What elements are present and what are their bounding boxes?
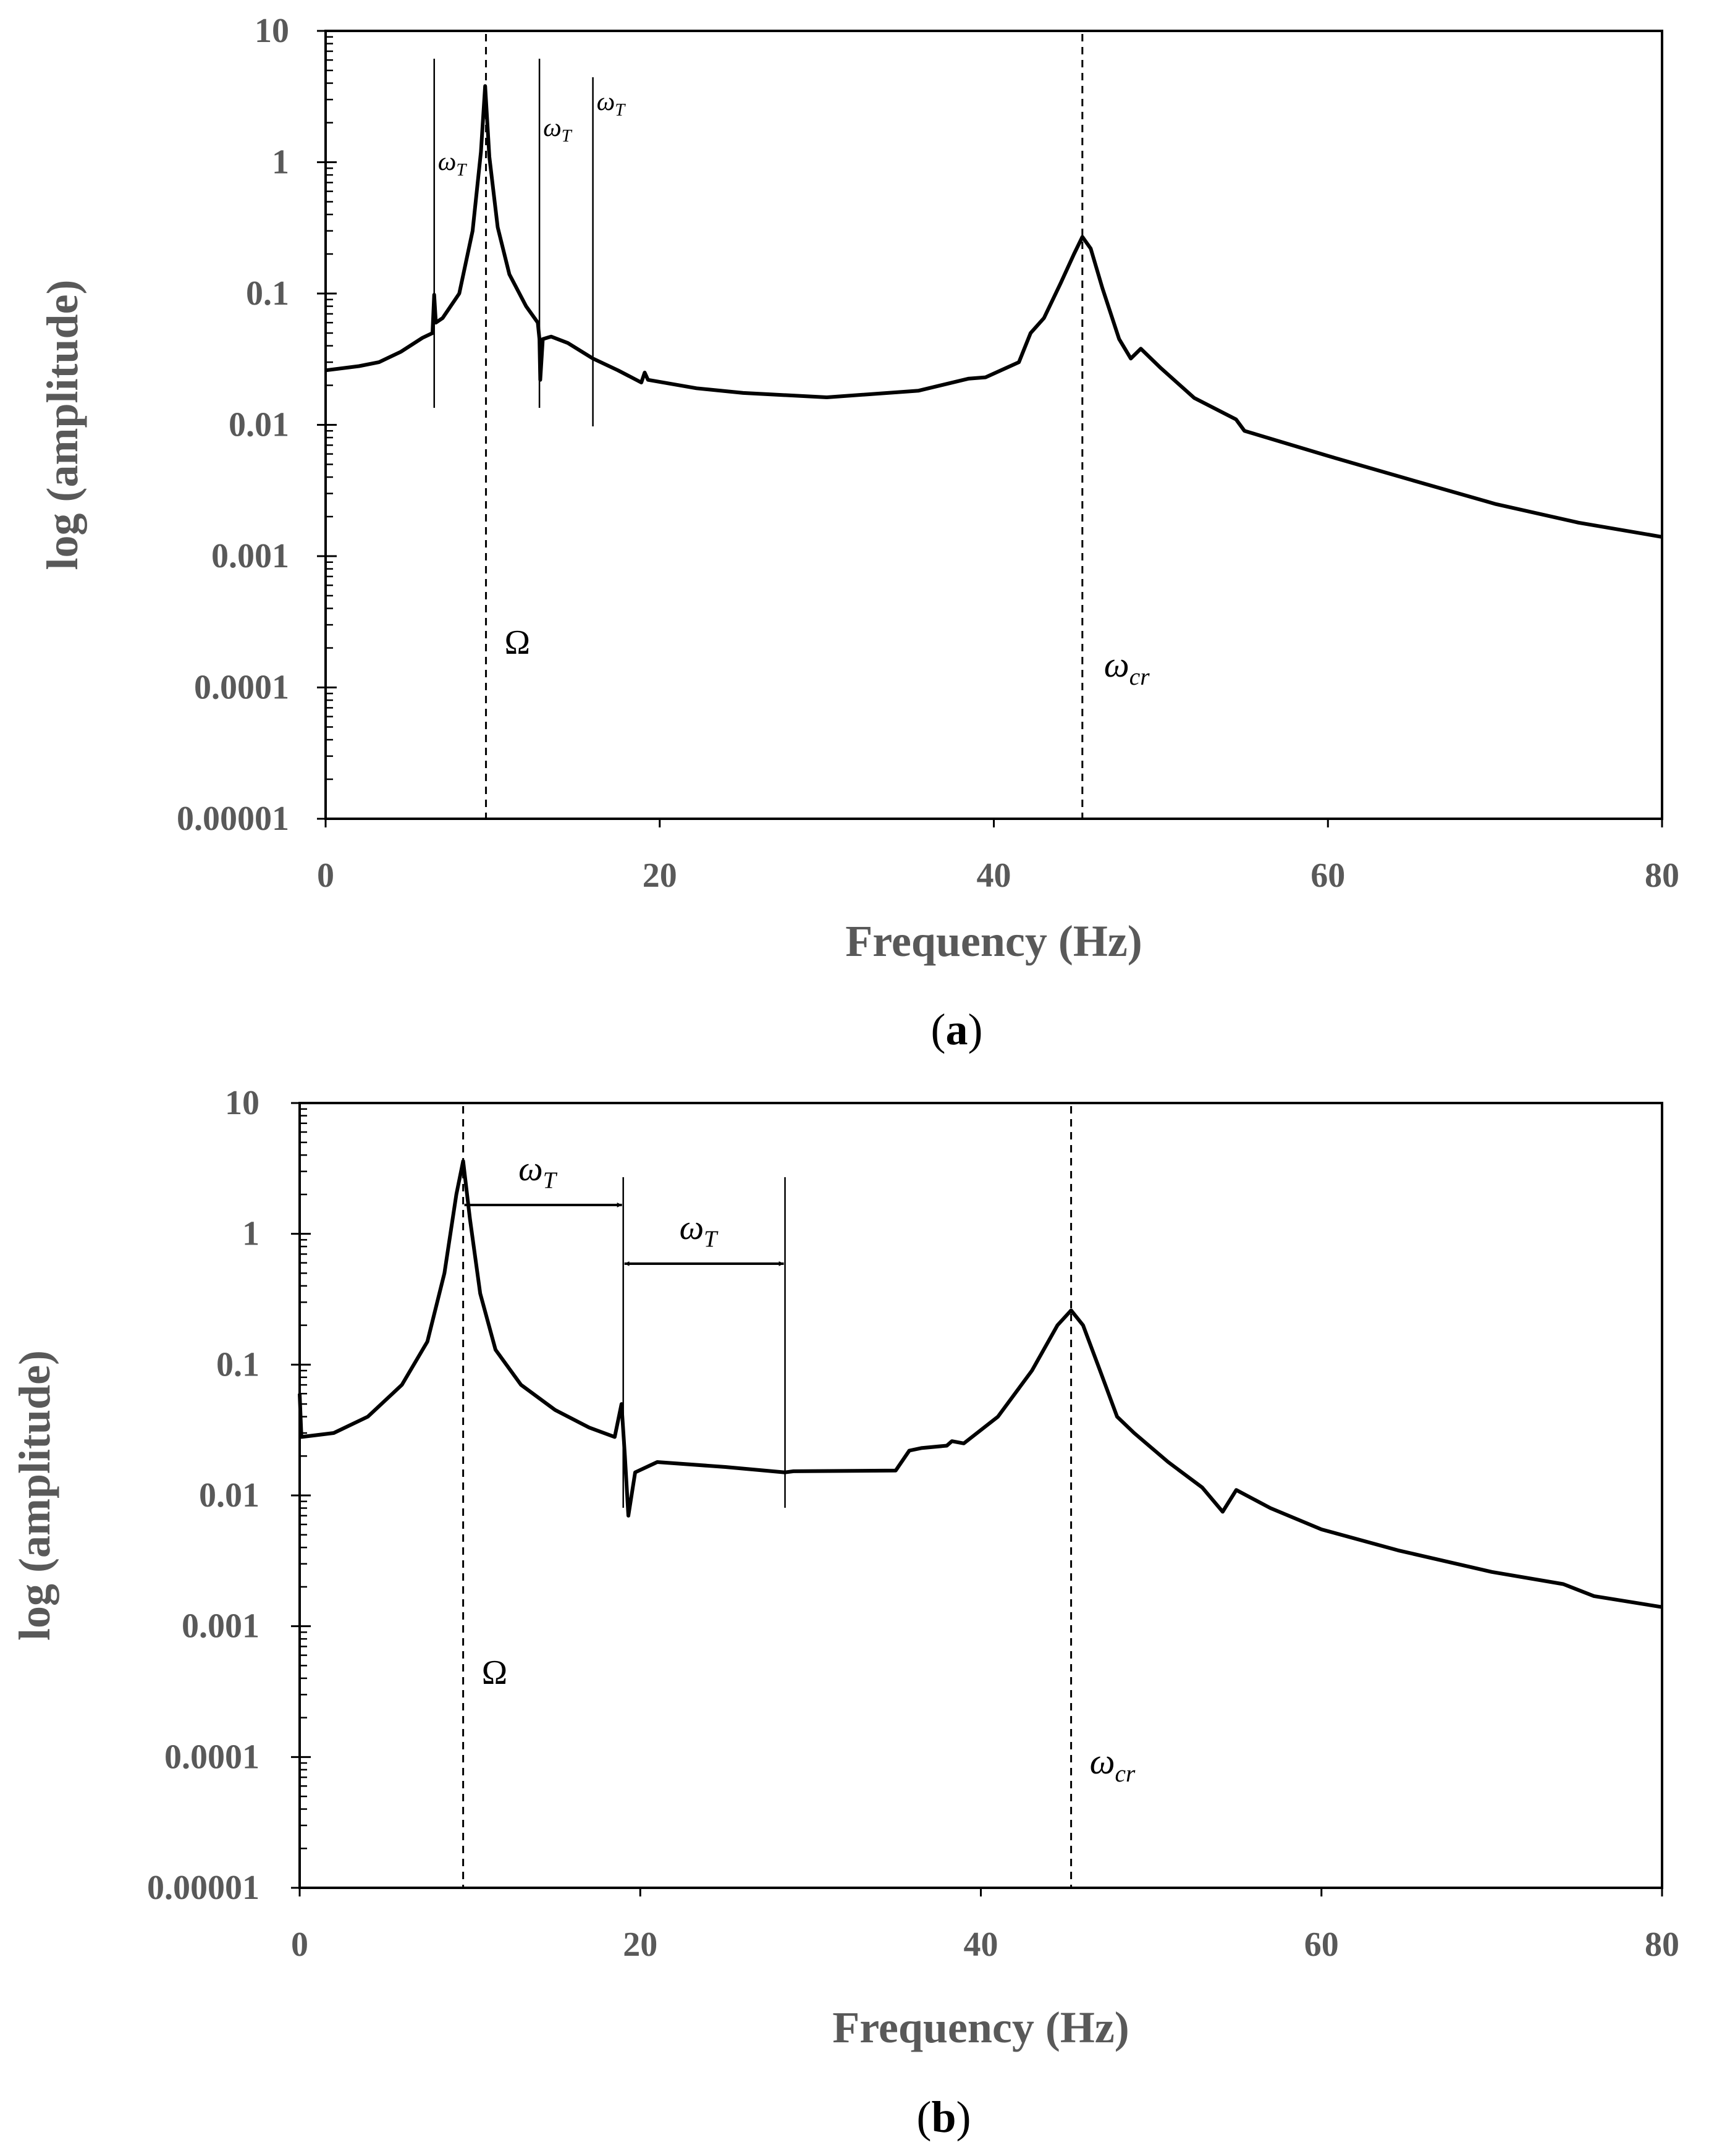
omega-t-label: ωT bbox=[680, 1209, 719, 1252]
x-tick-label: 40 bbox=[964, 1926, 998, 1964]
y-tick-label: 0.00001 bbox=[177, 800, 289, 838]
omega-t-label: ωT bbox=[518, 1150, 558, 1193]
x-axis-title: Frequency (Hz) bbox=[845, 916, 1142, 966]
x-tick-label: 0 bbox=[317, 856, 334, 895]
x-axis-title: Frequency (Hz) bbox=[832, 2003, 1129, 2052]
y-tick-label: 1 bbox=[242, 1215, 260, 1253]
x-tick-label: 80 bbox=[1645, 1926, 1679, 1964]
plot-frame bbox=[324, 30, 1663, 820]
panel-b: 10 1 0.1 0.01 0.001 0.0001 0.00001 0 20 40 60 80 Fre… bbox=[10, 1084, 1679, 2142]
x-tick-label: 60 bbox=[1304, 1926, 1339, 1964]
x-tick-label: 20 bbox=[623, 1926, 657, 1964]
y-tick-label: 0.001 bbox=[182, 1607, 260, 1646]
y-tick-label: 0.0001 bbox=[164, 1738, 260, 1776]
panel-caption: (a) bbox=[931, 1005, 983, 1054]
x-tick-label: 40 bbox=[977, 856, 1011, 895]
omega-t-label: ωT bbox=[543, 114, 573, 146]
y-tick-label: 1 bbox=[272, 143, 289, 182]
omega-label: Ω bbox=[482, 1654, 508, 1692]
y-tick-label: 0.01 bbox=[199, 1476, 260, 1515]
x-tick-label: 80 bbox=[1645, 856, 1679, 895]
x-tick-label: 60 bbox=[1310, 856, 1345, 895]
y-tick-label: 10 bbox=[255, 12, 289, 50]
panel-caption: (b) bbox=[916, 2092, 971, 2142]
amplitude-curve bbox=[325, 84, 1663, 539]
omega-t-label: ωT bbox=[438, 148, 468, 180]
omega-cr-label: ωcr bbox=[1090, 1741, 1136, 1787]
plot-frame bbox=[298, 1102, 1663, 1889]
x-tick-label: 20 bbox=[643, 856, 677, 895]
x-tick-label: 0 bbox=[291, 1926, 308, 1964]
y-tick-label: 0.001 bbox=[211, 537, 289, 575]
omega-label: Ω bbox=[505, 624, 531, 662]
y-axis-title: log (amplitude) bbox=[38, 279, 87, 570]
y-axis-title: log (amplitude) bbox=[10, 1350, 59, 1641]
y-tick-label: 0.1 bbox=[246, 274, 289, 313]
y-tick-label: 10 bbox=[225, 1084, 260, 1122]
y-tick-label: 0.01 bbox=[229, 406, 289, 444]
omega-cr-label: ωcr bbox=[1104, 645, 1150, 690]
omega-t-label: ωT bbox=[597, 88, 627, 120]
y-tick-label: 0.1 bbox=[216, 1345, 260, 1384]
amplitude-curve bbox=[298, 1159, 1663, 1609]
y-tick-label: 0.0001 bbox=[194, 669, 289, 707]
y-tick-label: 0.00001 bbox=[147, 1869, 260, 1907]
panel-a: 10 1 0.1 0.01 0.001 0.0001 0.00001 0 20 40 60 80 Fre… bbox=[38, 12, 1679, 1054]
